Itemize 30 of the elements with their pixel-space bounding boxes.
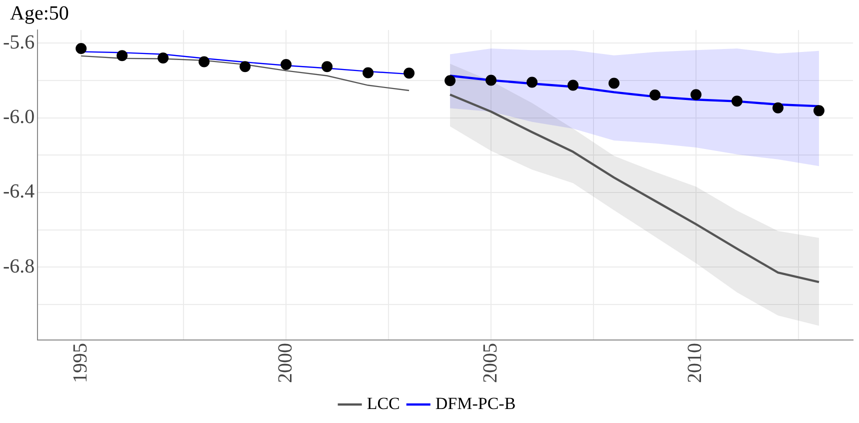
point <box>526 76 538 88</box>
y-tick-label: -6.0 <box>2 106 35 128</box>
point <box>158 52 169 64</box>
point <box>198 56 210 68</box>
y-tick-label: -6.8 <box>2 255 35 278</box>
point <box>568 80 579 91</box>
point <box>731 96 742 107</box>
point <box>240 61 251 72</box>
point <box>650 89 661 100</box>
x-tick-label: 1995 <box>69 343 92 383</box>
point <box>322 61 333 72</box>
point <box>76 42 87 54</box>
x-tick-label: 2005 <box>479 343 502 383</box>
point <box>772 102 784 114</box>
point <box>280 59 292 70</box>
x-tick-label: 2010 <box>684 343 706 383</box>
point <box>404 68 415 79</box>
point <box>444 75 456 86</box>
point <box>608 78 620 89</box>
x-tick-label: 2000 <box>274 343 296 383</box>
point <box>813 105 824 116</box>
legend-label: DFM-PC-B <box>435 394 516 413</box>
point <box>362 67 374 78</box>
y-tick-label: -6.4 <box>2 180 35 203</box>
point <box>486 74 497 86</box>
legend-label: LCC <box>366 394 400 413</box>
point <box>116 50 128 62</box>
y-tick-label: -5.6 <box>2 31 35 54</box>
point <box>690 89 702 100</box>
chart-title: Age:50 <box>10 2 69 24</box>
